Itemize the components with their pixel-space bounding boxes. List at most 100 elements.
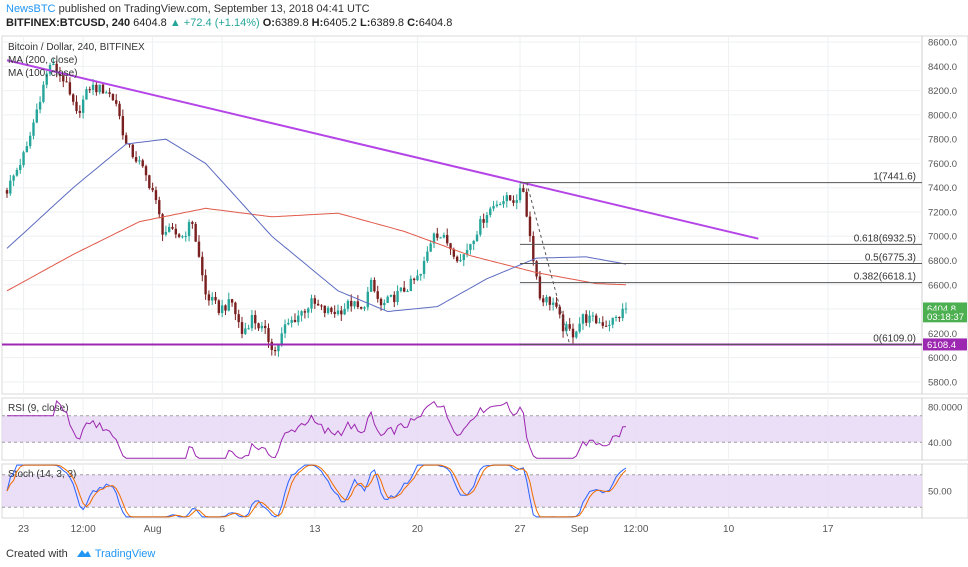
rsi-band: [2, 415, 922, 443]
candle-body: [191, 222, 194, 224]
candle-body: [52, 63, 55, 65]
candle-body: [551, 302, 555, 305]
candle-body: [389, 294, 393, 297]
x-tick-label: 13: [309, 524, 321, 535]
candle-body: [78, 111, 82, 113]
candle-body: [333, 311, 336, 315]
open-label: O:: [262, 17, 275, 29]
candle-body: [227, 299, 230, 311]
high-label: H:: [311, 17, 324, 29]
candle-body: [416, 275, 419, 281]
candle-body: [485, 215, 489, 223]
candle-body: [316, 303, 320, 306]
candle-body: [515, 200, 518, 203]
candle-body: [220, 305, 224, 313]
candle-body: [307, 308, 310, 313]
candle-body: [379, 298, 383, 306]
candle-body: [340, 310, 343, 315]
y-tick-label: 7200.0: [928, 207, 957, 218]
price-chart[interactable]: 23 12:00 Aug 6 13 20 27 Sep 12:00 10 17 5800.0 6000.…: [0, 34, 968, 540]
tradingview-link[interactable]: TradingView: [94, 548, 156, 560]
candle-body: [608, 324, 611, 326]
candle-body: [594, 315, 598, 324]
stoch-d-line: [6, 464, 627, 518]
candle-body: [432, 233, 436, 244]
stoch-title: Stoch (14, 3, 3): [8, 469, 76, 480]
candle-body: [585, 314, 588, 323]
low-label: L:: [359, 17, 371, 29]
candle-body: [462, 254, 465, 260]
chart-title: Bitcoin / Dollar, 240, BITFINEX: [8, 42, 145, 53]
candle-body: [393, 294, 396, 303]
symbol-label: BITFINEX:BTCUSD, 240: [6, 17, 131, 29]
candle-body: [426, 251, 429, 262]
candle-body: [465, 249, 469, 255]
candle-body: [121, 116, 125, 136]
candle-body: [369, 279, 373, 292]
candle-body: [419, 273, 422, 276]
y-tick-label: 7000.0: [928, 232, 957, 243]
candle-body: [184, 236, 187, 238]
candle-body: [532, 235, 535, 262]
candle-body: [32, 122, 35, 136]
candle-body: [561, 314, 565, 332]
candle-body: [601, 322, 604, 326]
candle-body: [343, 308, 346, 315]
candle-body: [270, 341, 273, 350]
candle-body: [498, 204, 502, 206]
candle-body: [15, 169, 19, 176]
credit-line: Created with TradingView: [6, 548, 155, 560]
candle-body: [244, 328, 247, 334]
candle-body: [38, 101, 42, 110]
rsi-line: [7, 400, 627, 459]
candle-body: [376, 291, 379, 299]
y-tick-label: 7800.0: [928, 135, 957, 146]
fib-level-label: 1(7441.6): [873, 172, 916, 183]
candle-body: [25, 146, 29, 153]
candle-body: [568, 324, 571, 329]
candle-body: [545, 296, 548, 303]
candle-body: [108, 92, 111, 94]
candle-body: [489, 208, 492, 216]
candle-body: [124, 135, 128, 144]
candle-body: [72, 94, 75, 102]
candle-body: [154, 190, 158, 201]
candle-body: [422, 261, 426, 274]
candle-body: [383, 302, 386, 306]
candle-body: [555, 302, 558, 307]
candle-body: [273, 349, 277, 352]
candle-body: [336, 310, 340, 315]
candle-body: [111, 93, 115, 101]
candle-body: [482, 219, 485, 223]
y-tick-label: 8600.0: [928, 38, 957, 49]
candle-body: [58, 72, 62, 76]
candle-body: [22, 152, 25, 166]
x-tick-label: 20: [412, 524, 424, 535]
y-tick-label: 6000.0: [928, 353, 957, 364]
candle-body: [449, 243, 452, 250]
candle-body: [19, 165, 22, 170]
publisher-name[interactable]: NewsBTC: [6, 3, 56, 15]
candle-body: [472, 240, 475, 245]
candle-body: [303, 311, 307, 313]
ohlc-legend: BITFINEX:BTCUSD, 240 6404.8 ▲ +72.4 (+1.…: [6, 17, 452, 29]
candle-body: [614, 316, 618, 318]
x-tick-label: 23: [18, 524, 30, 535]
candle-body: [254, 315, 257, 324]
fibonacci-retracement: 1(7441.6) 0.618(6932.5) 0.5(6775.3) 0.382(6…: [520, 172, 922, 345]
candle-body: [528, 216, 532, 236]
candle-body: [621, 308, 624, 319]
candle-body: [326, 307, 330, 314]
candle-body: [230, 299, 234, 303]
candle-body: [98, 84, 101, 93]
x-tick-label: 10: [723, 524, 735, 535]
fib-level-label: 0(6109.0): [873, 333, 916, 344]
publish-info: NewsBTC published on TradingView.com, Se…: [6, 3, 370, 15]
candle-body: [293, 319, 297, 323]
last-price: 6404.8: [133, 17, 167, 29]
candle-body: [412, 278, 416, 281]
candle-body: [187, 222, 191, 237]
candle-body: [55, 63, 58, 73]
candle-body: [542, 298, 545, 303]
candle-body: [330, 307, 333, 312]
